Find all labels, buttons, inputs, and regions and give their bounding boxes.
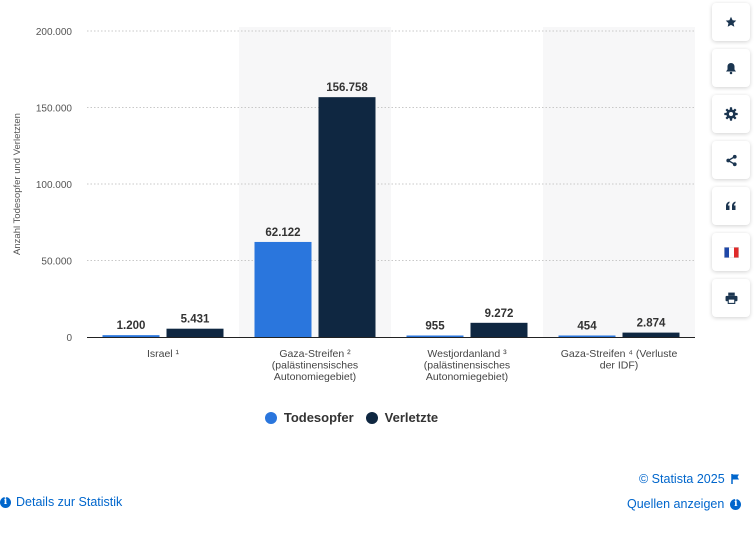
category-band (543, 27, 695, 337)
details-text: Details zur Statistik (16, 495, 123, 509)
info-icon: i (730, 498, 742, 510)
flag-icon (730, 474, 739, 484)
y-tick-label: 0 (66, 333, 72, 344)
print-button[interactable] (712, 279, 750, 317)
print-icon (725, 292, 737, 304)
bar-verletzte (166, 328, 224, 337)
y-tick-label: 200.000 (36, 27, 73, 38)
x-tick-label: der IDF) (600, 360, 639, 372)
x-tick-label: Autonomiegebiet) (274, 371, 356, 383)
x-tick-label: Gaza-Streifen ² (279, 348, 351, 360)
sources-link[interactable]: Quellen anzeigen i (627, 497, 742, 511)
data-label: 9.272 (485, 308, 514, 320)
bar-verletzte (622, 332, 680, 337)
legend-dot-todesopfer (264, 411, 277, 424)
x-tick-label: Israel ¹ (147, 348, 180, 360)
bar-verletzte (318, 97, 376, 337)
info-icon: i (0, 496, 11, 508)
y-tick-label: 100.000 (36, 180, 73, 191)
x-tick-label: (palästinensisches (272, 360, 358, 372)
star-icon (725, 16, 737, 27)
bar-todesopfer (406, 335, 464, 337)
copyright-text: © Statista 2025 (639, 472, 725, 486)
gear-icon (724, 107, 738, 121)
x-tick-label: Westjordanland ³ (427, 348, 507, 360)
data-label: 62.122 (265, 227, 300, 239)
bar-todesopfer (254, 241, 312, 337)
data-label: 454 (577, 321, 597, 333)
quote-icon (726, 201, 736, 210)
sidebar-toolbar (712, 3, 750, 325)
bar-verletzte (470, 322, 528, 337)
legend-label-verletzte: Verletzte (384, 410, 439, 425)
y-tick-label: 50.000 (41, 257, 72, 268)
x-tick-label: (palästinensisches (424, 360, 510, 372)
legend-label-todesopfer: Todesopfer (283, 410, 354, 425)
legend-dot-verletzte (365, 411, 378, 424)
y-tick-label: 150.000 (36, 104, 73, 115)
share-icon (725, 154, 737, 166)
french-flag-icon (723, 246, 739, 258)
favorite-button[interactable] (712, 3, 750, 41)
notification-button[interactable] (712, 49, 750, 87)
x-tick-label: Autonomiegebiet) (426, 371, 508, 383)
bar-todesopfer (102, 335, 160, 337)
data-label: 2.874 (637, 318, 666, 330)
legend: Todesopfer Verletzte (0, 410, 703, 425)
legend-item-todesopfer[interactable]: Todesopfer (264, 410, 354, 425)
details-link[interactable]: i Details zur Statistik (0, 495, 122, 509)
legend-item-verletzte[interactable]: Verletzte (365, 410, 439, 425)
settings-button[interactable] (712, 95, 750, 133)
y-axis-label: Anzahl Todesopfer und Verletzten (12, 113, 23, 255)
cite-button[interactable] (712, 187, 750, 225)
x-tick-label: Gaza-Streifen ⁴ (Verluste (561, 348, 678, 360)
data-label: 5.431 (181, 314, 210, 326)
data-label: 955 (425, 321, 445, 333)
bar-todesopfer (558, 335, 616, 337)
share-button[interactable] (712, 141, 750, 179)
copyright-link[interactable]: © Statista 2025 (639, 472, 740, 486)
sources-text: Quellen anzeigen (627, 497, 725, 511)
language-button[interactable] (712, 233, 750, 271)
bell-icon (726, 62, 736, 74)
chart: 0 50.000 100.000 150.000 200.000 Anzahl Todes… (12, 27, 695, 383)
data-label: 1.200 (117, 320, 146, 332)
data-label: 156.758 (326, 82, 368, 94)
